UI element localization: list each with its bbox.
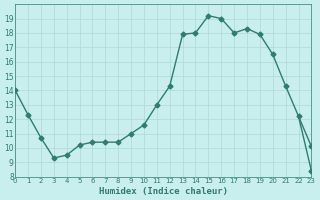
X-axis label: Humidex (Indice chaleur): Humidex (Indice chaleur): [99, 187, 228, 196]
